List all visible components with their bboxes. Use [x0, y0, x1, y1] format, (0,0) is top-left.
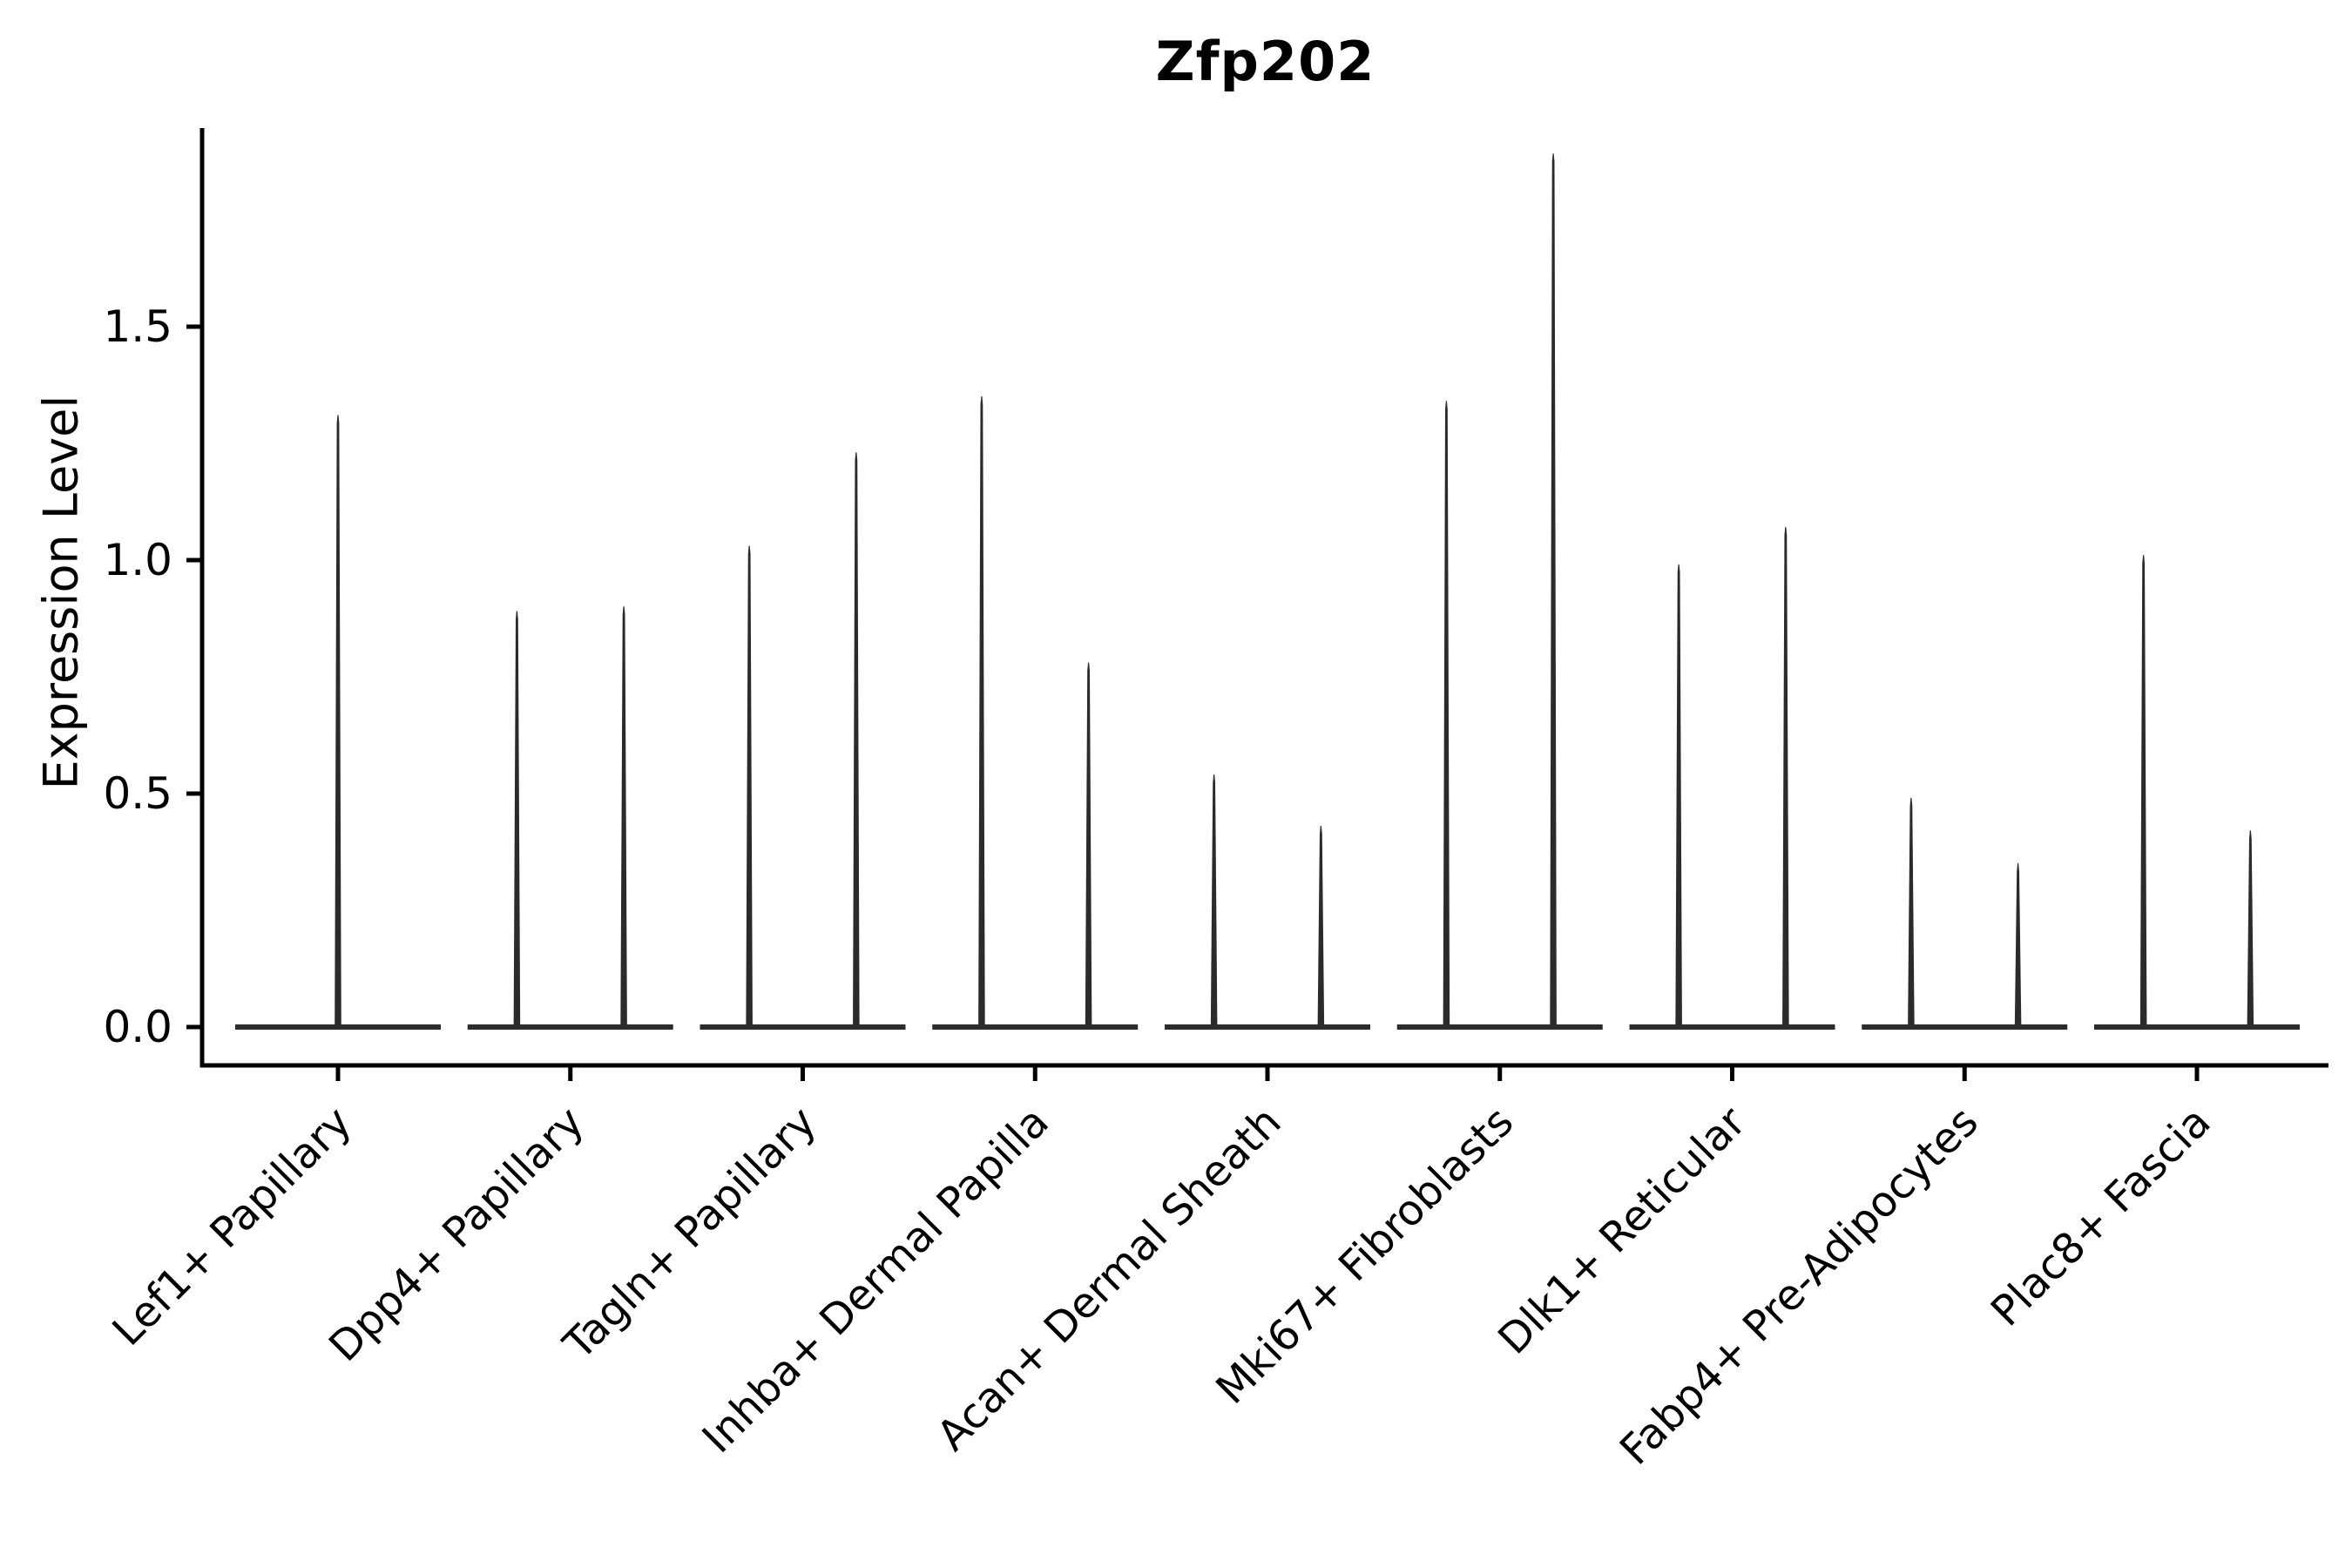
violin-spike: [2139, 555, 2147, 1030]
violin-spike: [1317, 825, 1325, 1030]
violin-spike: [1782, 526, 1789, 1030]
violin-spike: [2247, 830, 2254, 1030]
violin-spike: [335, 415, 341, 1030]
violin-spike: [746, 545, 753, 1030]
x-tick-label: Dpp4+ Papillary: [320, 1098, 593, 1371]
chart-title: Zfp202: [1155, 30, 1375, 93]
violin-spike: [1908, 797, 1915, 1030]
violin-spike: [1443, 401, 1450, 1030]
y-tick-label: 0.0: [103, 1002, 172, 1052]
violin-spike: [2014, 862, 2022, 1030]
violin-baseline: [467, 1024, 673, 1030]
x-tick-label: Plac8+ Fascia: [1982, 1098, 2220, 1336]
violin-spike: [620, 605, 627, 1030]
violin-baseline: [932, 1024, 1139, 1030]
violin-baseline: [1862, 1024, 2068, 1030]
violin-baseline: [1165, 1024, 1370, 1030]
x-tick-label: Lef1+ Papillary: [104, 1098, 362, 1355]
violin-baseline: [1629, 1024, 1835, 1030]
violin-spike: [1085, 662, 1092, 1030]
y-tick-label: 1.0: [103, 535, 172, 585]
y-tick-label: 0.5: [103, 768, 172, 819]
violin-baseline: [2094, 1024, 2300, 1030]
violin-spike: [513, 611, 521, 1030]
violin-spike: [1675, 564, 1682, 1030]
x-tick-label: Tagln+ Papillary: [554, 1098, 826, 1369]
violin-baseline: [700, 1024, 906, 1030]
violin-spike: [978, 395, 985, 1030]
violin-baseline: [1396, 1024, 1603, 1030]
y-tick-label: 1.5: [103, 301, 172, 352]
x-tick-label: Dlk1+ Reticular: [1489, 1098, 1755, 1364]
violin-spike: [1210, 774, 1218, 1030]
violin-spike: [853, 452, 860, 1030]
violin-spike: [1550, 153, 1557, 1030]
